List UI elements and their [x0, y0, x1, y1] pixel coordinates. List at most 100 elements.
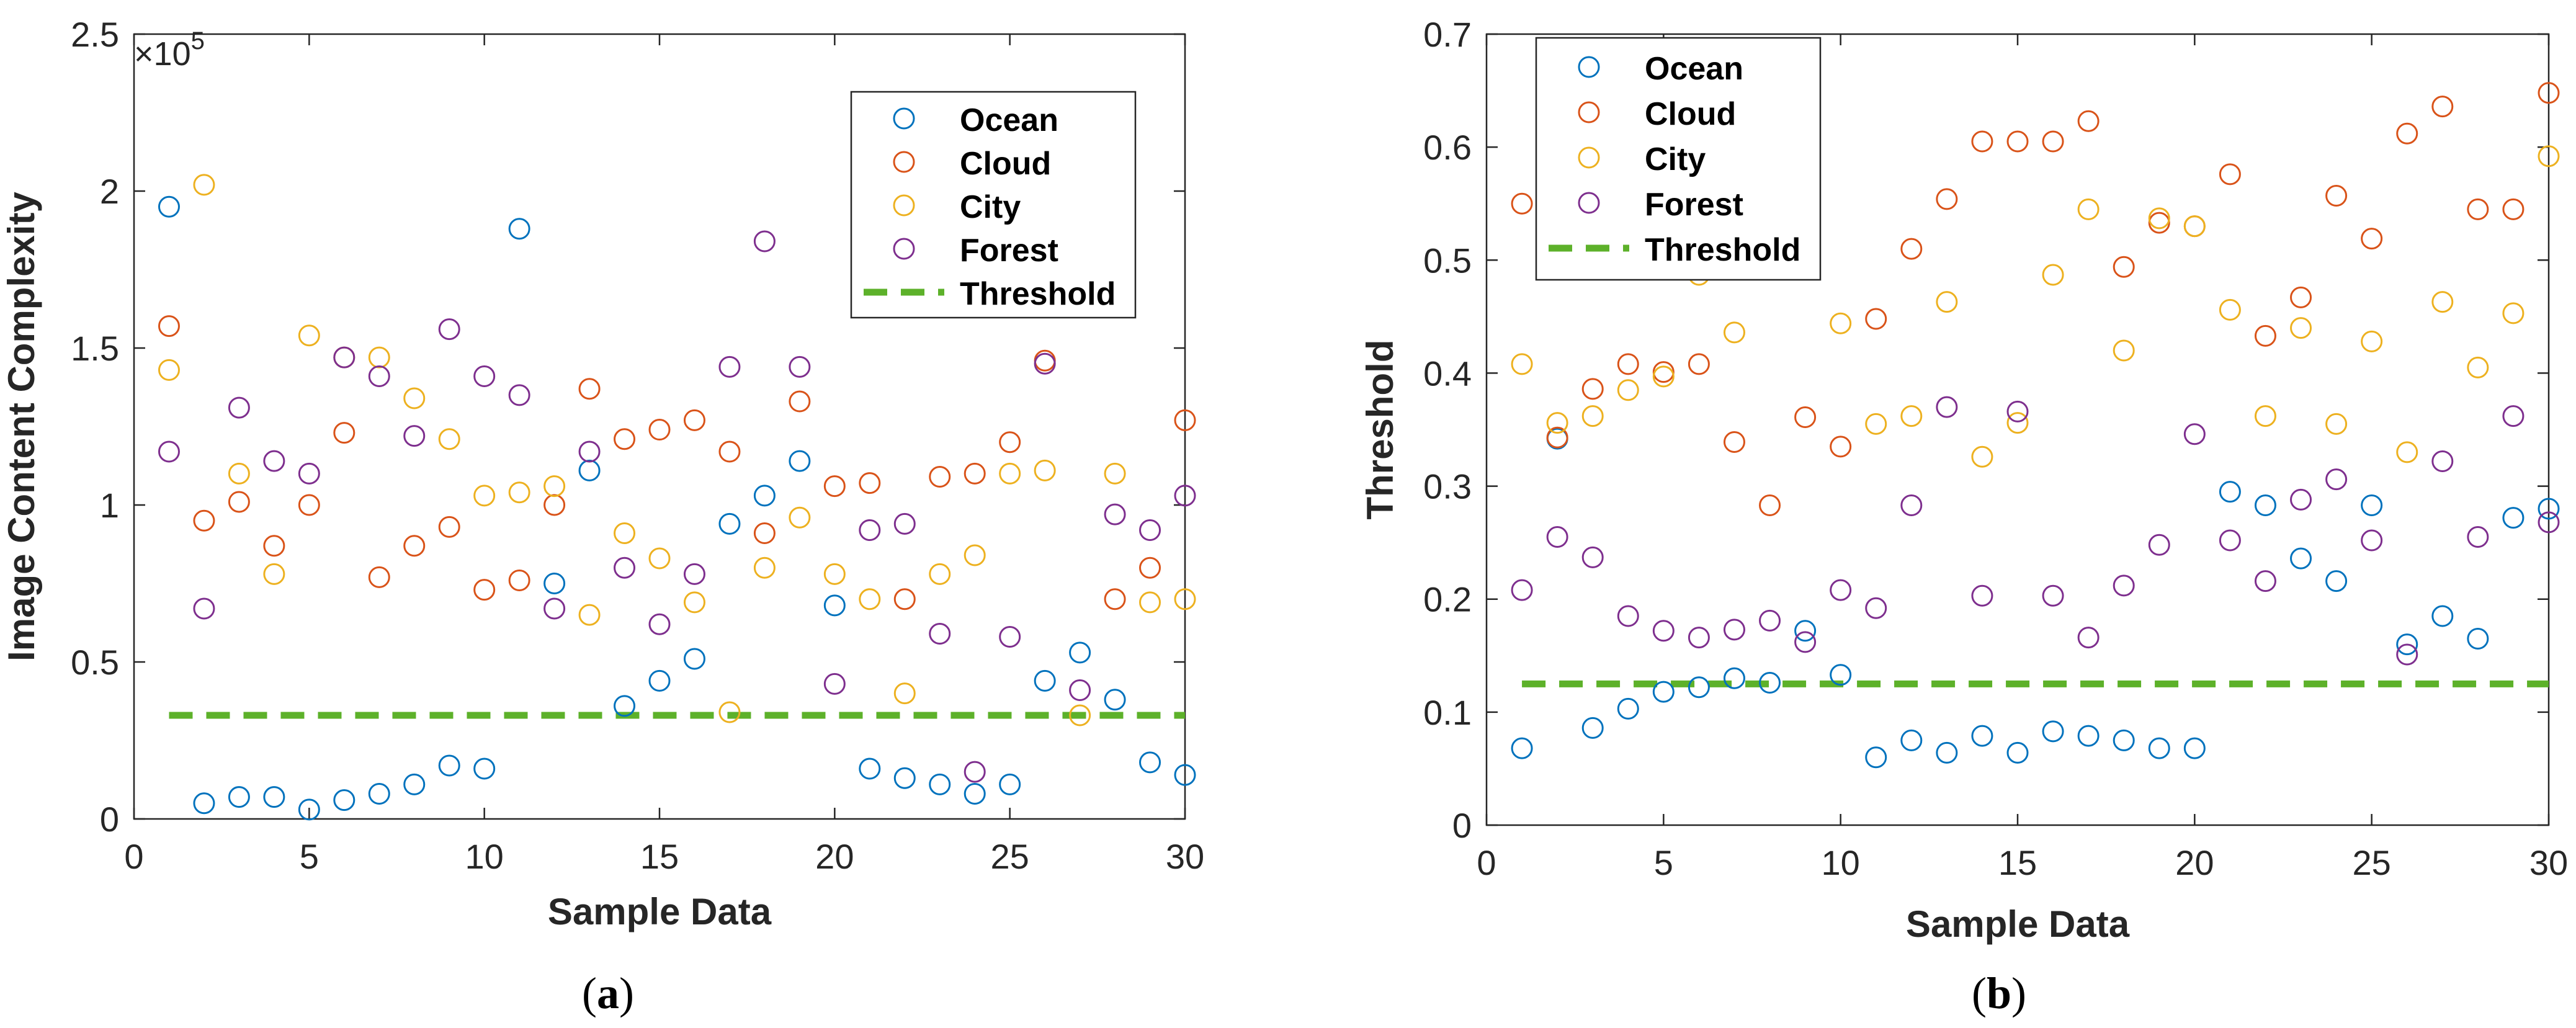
data-point-city: [263, 563, 285, 585]
legend-label-forest: Forest: [1645, 187, 1743, 223]
legend-marker-city: [893, 194, 915, 217]
data-point-forest: [1546, 526, 1568, 548]
data-point-forest: [438, 318, 460, 341]
data-point-cloud: [1794, 406, 1817, 428]
data-point-forest: [648, 613, 671, 635]
data-point-cloud: [1652, 361, 1675, 383]
data-point-cloud: [193, 509, 215, 532]
data-point-forest: [193, 597, 215, 620]
data-point-forest: [473, 365, 496, 388]
data-point-ocean: [1830, 664, 1852, 686]
data-point-ocean: [228, 786, 250, 808]
panel-caption: (b): [1972, 968, 2026, 1018]
series-cloud: [1511, 82, 2560, 517]
data-point-city: [2290, 317, 2312, 339]
legend-marker-cloud: [893, 151, 915, 173]
y-axis-exponent: ×105: [134, 27, 205, 73]
data-point-ocean: [1759, 672, 1781, 694]
x-tick-label: 20: [815, 837, 854, 876]
data-point-forest: [368, 365, 390, 388]
data-point-cloud: [964, 462, 986, 485]
data-point-city: [789, 506, 811, 529]
data-point-ocean: [2431, 605, 2454, 627]
data-point-cloud: [158, 315, 180, 337]
data-point-ocean: [1511, 737, 1533, 759]
y-tick-label: 0.7: [1423, 15, 1472, 54]
data-point-cloud: [2148, 212, 2170, 234]
data-point-city: [2467, 356, 2489, 378]
data-point-cloud: [2219, 163, 2241, 185]
data-point-ocean: [368, 783, 390, 805]
data-point-forest: [1794, 631, 1817, 653]
data-point-city: [1139, 591, 1161, 614]
data-point-forest: [929, 622, 951, 645]
data-point-city: [1900, 405, 1923, 427]
x-tick-label: 15: [1998, 843, 2037, 882]
data-point-ocean: [614, 695, 636, 717]
legend-marker-ocean: [893, 107, 915, 130]
x-tick-label: 10: [465, 837, 504, 876]
legend: Ocean Cloud City Forest Threshold: [850, 91, 1137, 319]
data-point-cloud: [2077, 110, 2100, 132]
x-tick-label: 0: [1477, 843, 1496, 882]
data-point-forest: [859, 519, 881, 541]
data-point-city: [228, 462, 250, 485]
data-point-cloud: [823, 475, 846, 498]
data-point-forest: [333, 346, 356, 369]
data-point-forest: [2183, 423, 2206, 445]
data-point-cloud: [1174, 409, 1196, 431]
data-point-city: [1617, 379, 1639, 401]
data-point-cloud: [789, 390, 811, 413]
x-axis-label: Sample Data: [1906, 903, 2130, 945]
data-point-forest: [999, 626, 1021, 648]
legend-label-forest: Forest: [960, 233, 1058, 269]
series-ocean: [158, 195, 1196, 821]
data-point-ocean: [683, 648, 705, 670]
data-point-city: [193, 174, 215, 196]
data-point-forest: [228, 396, 250, 419]
legend-marker-forest: [893, 238, 915, 260]
data-point-city: [1034, 459, 1056, 481]
y-tick-label: 0.2: [1423, 580, 1472, 619]
data-point-ocean: [1617, 697, 1639, 720]
legend-box: [850, 91, 1137, 319]
data-point-ocean: [823, 594, 846, 617]
data-point-ocean: [1034, 669, 1056, 692]
data-point-city: [543, 475, 566, 498]
data-point-ocean: [648, 669, 671, 692]
data-point-cloud: [333, 422, 356, 444]
data-point-ocean: [2183, 737, 2206, 759]
data-point-city: [2219, 298, 2241, 321]
data-point-cloud: [2325, 184, 2348, 207]
data-point-forest: [2538, 511, 2560, 534]
series-ocean: [1511, 427, 2560, 769]
data-point-cloud: [578, 378, 601, 400]
data-point-ocean: [578, 459, 601, 481]
data-point-city: [1723, 321, 1745, 344]
data-point-city: [2254, 405, 2276, 427]
data-point-forest: [1174, 485, 1196, 507]
data-point-city: [403, 387, 426, 409]
data-point-forest: [1652, 620, 1675, 642]
data-point-forest: [718, 355, 741, 378]
data-point-ocean: [1104, 689, 1126, 711]
data-point-forest: [2467, 526, 2489, 548]
data-point-city: [578, 604, 601, 626]
panel-a: 0 5 10 15 20 25 30 0 0.5 1 1.5 2 2.5 ×105 Sample Data I…: [1, 15, 1204, 1018]
data-point-ocean: [2077, 725, 2100, 747]
data-point-ocean: [2538, 498, 2560, 520]
x-tick-label: 30: [1166, 837, 1204, 876]
data-point-city: [1936, 291, 1958, 313]
y-tick-label: 0: [1452, 806, 1472, 845]
data-point-city: [1865, 413, 1887, 435]
data-point-city: [2113, 339, 2135, 362]
data-point-cloud: [2042, 130, 2064, 153]
data-point-city: [964, 544, 986, 566]
data-point-forest: [683, 563, 705, 585]
data-point-ocean: [1723, 667, 1745, 689]
data-point-ocean: [1865, 746, 1887, 769]
data-point-ocean: [2467, 627, 2489, 650]
data-point-cloud: [2006, 130, 2029, 153]
data-point-city: [859, 588, 881, 610]
data-point-forest: [2396, 643, 2418, 666]
